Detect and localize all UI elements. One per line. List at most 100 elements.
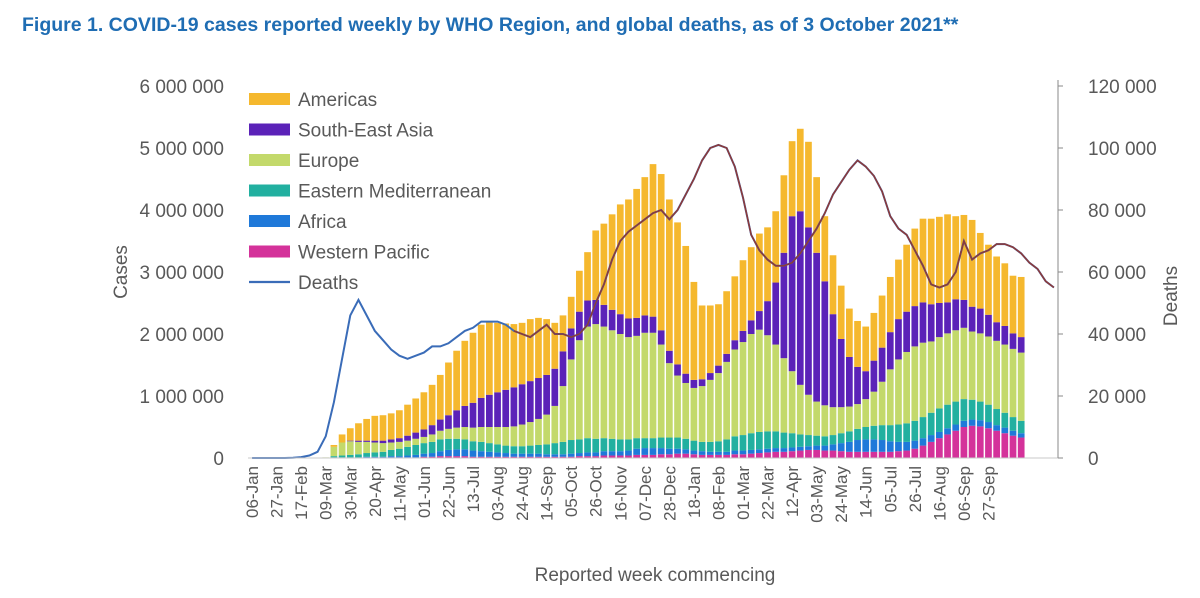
bar-segment <box>445 449 452 457</box>
x-tick-label: 17-Feb <box>292 466 311 520</box>
bar-segment <box>821 450 829 458</box>
bar-segment <box>936 337 943 409</box>
bar-segment <box>944 302 951 334</box>
bar-segment <box>960 299 968 328</box>
bar-segment <box>559 456 567 458</box>
bar-segment <box>404 446 411 456</box>
bar-segment <box>486 456 493 458</box>
bar-segment <box>616 334 624 440</box>
bar-segment <box>379 451 387 457</box>
bar-segment <box>666 437 673 449</box>
y2-tick-label: 20 000 <box>1088 387 1146 408</box>
bar-segment <box>780 252 788 359</box>
bar-segment <box>346 454 354 458</box>
bar-segment <box>666 363 673 438</box>
bar-segment <box>952 424 960 431</box>
bar-segment <box>543 456 550 458</box>
bar-segment <box>829 435 837 445</box>
bar-segment <box>436 374 444 420</box>
bar-segment <box>371 442 379 453</box>
bar-segment <box>592 299 600 325</box>
legend-label: Africa <box>298 212 347 233</box>
bar-segment <box>666 199 673 351</box>
bar-segment <box>608 309 616 331</box>
bar-segment <box>600 304 608 327</box>
x-tick-label: 07-Dec <box>636 466 655 521</box>
bar-segment <box>862 427 870 440</box>
bar-segment <box>952 330 960 402</box>
bar-segment <box>453 456 460 458</box>
bar-segment <box>690 450 698 455</box>
bar-segment <box>960 399 968 421</box>
bar-segment <box>805 435 812 447</box>
bar-segment <box>625 455 632 458</box>
bar-segment <box>461 340 469 406</box>
bar-segment <box>445 456 452 458</box>
bar-segment <box>428 384 436 426</box>
bar-segment <box>633 454 640 458</box>
bar-segment <box>379 415 387 441</box>
bar-segment <box>551 456 559 458</box>
bar-segment <box>723 451 730 455</box>
bar-segment <box>690 454 698 458</box>
bar-segment <box>674 364 681 376</box>
x-tick-label: 05-Jul <box>881 466 900 512</box>
bar-segment <box>764 301 771 336</box>
bar-segment <box>674 437 681 449</box>
bar-segment <box>682 438 690 450</box>
bar-segment <box>510 456 518 458</box>
bar-segment <box>968 306 976 332</box>
bar-segment <box>796 450 804 458</box>
bar-segment <box>936 408 943 432</box>
bar-segment <box>829 444 837 451</box>
bar-segment <box>747 453 755 458</box>
bar-segment <box>567 440 575 454</box>
bar-segment <box>756 311 763 330</box>
bar-segment <box>674 453 681 458</box>
bar-segment <box>404 440 411 447</box>
bar-segment <box>338 434 346 443</box>
bar-segment <box>559 441 567 455</box>
bar-segment <box>886 332 894 370</box>
bar-segment <box>657 330 665 345</box>
bar-segment <box>682 373 690 383</box>
bar-segment <box>829 407 837 436</box>
bar-segment <box>363 441 370 454</box>
bar-segment <box>985 428 992 458</box>
bar-segment <box>764 227 771 302</box>
bar-segment <box>739 435 747 451</box>
bar-segment <box>608 455 616 458</box>
bar-segment <box>903 351 910 424</box>
bar-segment <box>666 350 673 364</box>
bar-segment <box>641 177 649 316</box>
bar-segment <box>461 449 469 457</box>
bar-segment <box>396 441 403 449</box>
bar-segment <box>747 433 755 450</box>
bar-segment <box>927 412 935 436</box>
bar-segment <box>469 456 477 458</box>
bar-segment <box>551 443 559 455</box>
bar-segment <box>895 441 902 452</box>
bar-segment <box>477 451 485 457</box>
bar-segment <box>739 454 747 458</box>
bar-segment <box>494 427 501 445</box>
bar-segment <box>355 441 362 455</box>
bar-segment <box>494 456 501 458</box>
x-tick-label: 24-Aug <box>513 466 532 521</box>
bar-segment <box>1017 437 1025 458</box>
bar-segment <box>993 256 1000 323</box>
bar-segment <box>968 219 976 307</box>
bar-segment <box>420 429 428 437</box>
bar-segment <box>674 448 681 454</box>
y2-tick-label: 0 <box>1088 449 1099 470</box>
bar-segment <box>453 438 460 450</box>
bar-segment <box>404 455 411 458</box>
y2-tick-label: 40 000 <box>1088 325 1146 346</box>
bar-segment <box>976 308 984 334</box>
bar-segment <box>854 404 861 429</box>
bar-segment <box>486 451 493 457</box>
bar-segment <box>600 223 608 305</box>
bar-segment <box>968 425 976 458</box>
x-tick-label: 09-Mar <box>317 466 336 520</box>
bar-segment <box>1009 348 1017 418</box>
